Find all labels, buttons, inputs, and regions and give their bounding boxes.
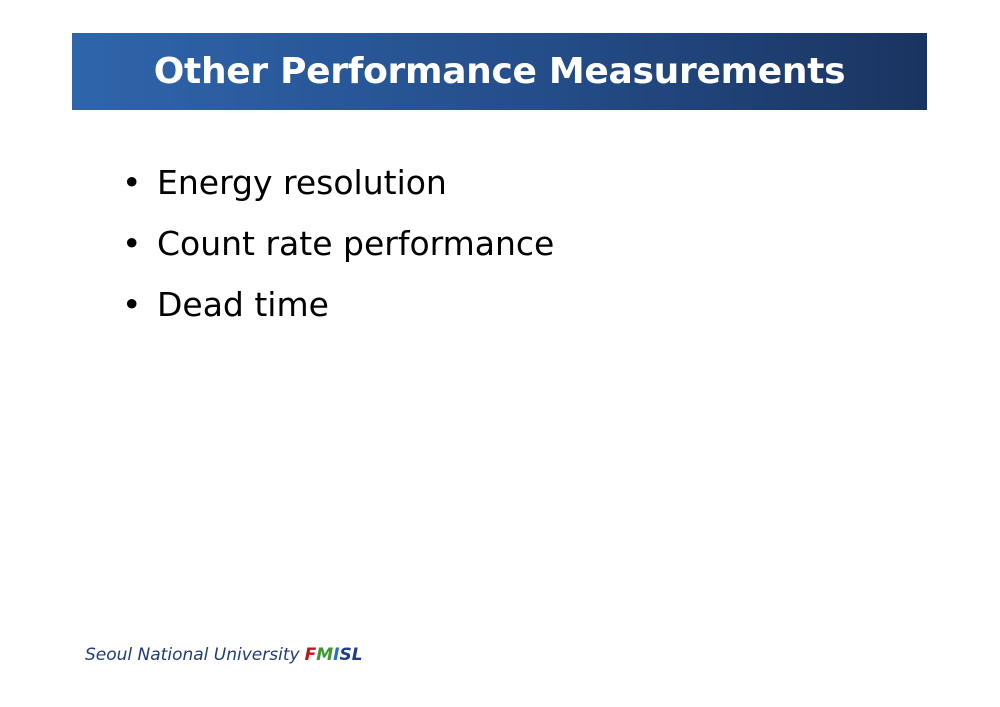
title-banner: Other Performance Measurements — [72, 33, 927, 110]
bullet-item: Count rate performance — [120, 216, 554, 277]
bullet-list: Energy resolution Count rate performance… — [120, 155, 554, 338]
logo-letter: F — [304, 645, 317, 665]
logo-letter: I — [333, 645, 340, 665]
bullet-item: Dead time — [120, 277, 554, 338]
logo-letter: S — [339, 645, 352, 665]
footer-logo: FMISL — [305, 645, 363, 665]
logo-letter: M — [316, 645, 334, 665]
slide-title: Other Performance Measurements — [153, 51, 846, 92]
logo-letter: L — [351, 645, 363, 665]
footer-text: Seoul National University — [85, 645, 300, 665]
footer: Seoul National University FMISL — [85, 645, 363, 665]
bullet-item: Energy resolution — [120, 155, 554, 216]
